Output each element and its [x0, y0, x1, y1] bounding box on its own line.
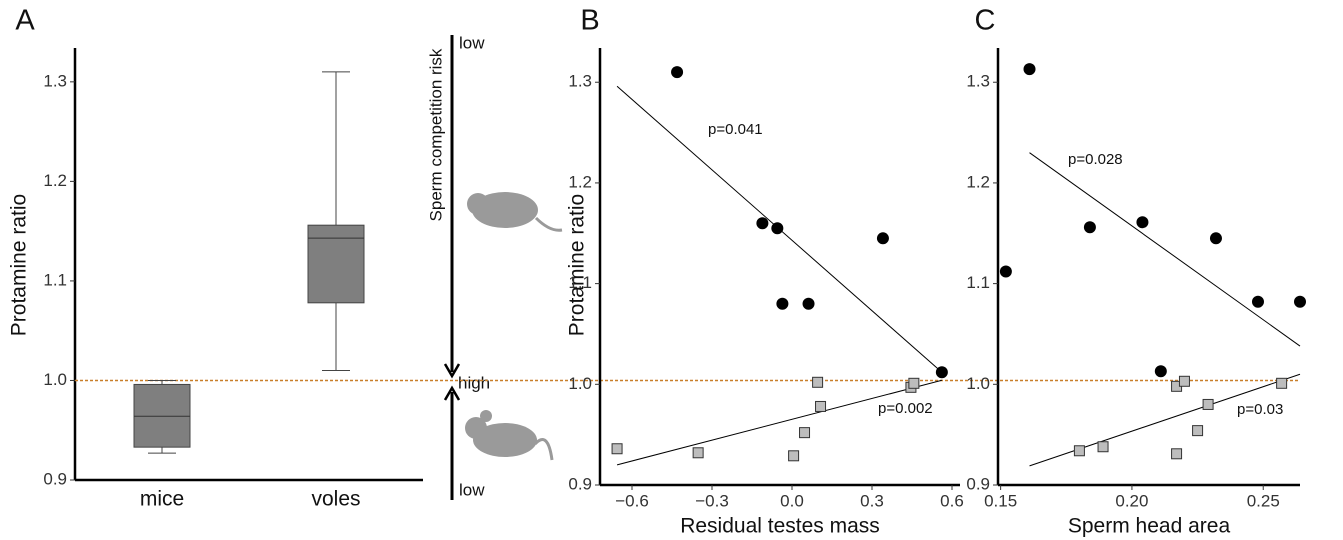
x-tick-label: 0.20 — [1115, 491, 1148, 510]
risk-bottom: low — [459, 480, 485, 499]
arrow-head — [443, 385, 461, 401]
y-axis-label: Protamine ratio — [8, 194, 31, 336]
point — [1209, 232, 1222, 245]
point — [1136, 216, 1149, 229]
fit-line — [616, 379, 942, 466]
point — [788, 450, 800, 462]
x-tick-label: 0.3 — [860, 491, 884, 510]
point — [1171, 448, 1183, 460]
point — [692, 447, 704, 459]
point — [611, 443, 623, 455]
y-tick-label: 1.3 — [43, 71, 67, 90]
risk-diagram: low high low Sperm competition risk — [426, 33, 563, 500]
x-tick-label: 0.25 — [1247, 491, 1280, 510]
x-tick-label: 0.0 — [780, 491, 804, 510]
x-tick-label: 0.15 — [984, 491, 1017, 510]
y-tick-label: 1.1 — [568, 273, 592, 292]
y-axis-label: Protamine ratio — [566, 194, 589, 336]
x-tick-label: voles — [311, 488, 360, 511]
x-tick-label: mice — [140, 488, 184, 511]
point — [1251, 295, 1264, 308]
point — [671, 66, 684, 79]
y-tick-label: 1.1 — [43, 270, 67, 289]
annotation: p=0.028 — [1068, 151, 1123, 168]
arrow-head — [443, 363, 461, 379]
y-tick-label: 1.0 — [568, 374, 592, 393]
point — [802, 297, 815, 310]
y-tick-label: 0.9 — [568, 474, 592, 493]
mouse-icon — [465, 410, 554, 461]
point — [876, 232, 889, 245]
point — [999, 265, 1012, 278]
point — [1202, 398, 1214, 410]
y-tick-label: 1.0 — [43, 370, 67, 389]
panel-label: A — [15, 5, 35, 37]
point — [1073, 445, 1085, 457]
panel-label: B — [580, 5, 599, 37]
y-tick-label: 1.1 — [966, 273, 990, 292]
point — [771, 222, 784, 235]
point — [1154, 365, 1167, 378]
point — [799, 427, 811, 439]
box — [307, 224, 365, 304]
risk-label: Sperm competition risk — [426, 48, 445, 221]
point — [908, 377, 920, 389]
y-tick-label: 1.0 — [966, 374, 990, 393]
point — [1178, 375, 1190, 387]
point — [815, 400, 827, 412]
y-tick-label: 1.2 — [43, 171, 67, 190]
annotation: p=0.03 — [1237, 401, 1283, 418]
point — [1276, 377, 1288, 389]
x-axis-label: Residual testes mass — [680, 515, 880, 538]
panel-label: C — [975, 5, 996, 37]
risk-middle: high — [458, 373, 490, 392]
point — [1192, 425, 1204, 437]
vole-icon — [467, 192, 563, 232]
point — [756, 217, 769, 230]
point — [1083, 221, 1096, 234]
point — [776, 297, 789, 310]
fit-line — [1029, 373, 1301, 467]
x-tick-label: −0.3 — [695, 491, 729, 510]
point — [1023, 63, 1036, 76]
x-tick-label: −0.6 — [615, 491, 649, 510]
y-tick-label: 0.9 — [43, 469, 67, 488]
y-tick-label: 0.9 — [966, 474, 990, 493]
y-tick-label: 1.2 — [568, 172, 592, 191]
risk-top: low — [459, 33, 485, 52]
annotation: p=0.002 — [878, 400, 933, 417]
x-axis-label: Sperm head area — [1068, 515, 1231, 538]
point — [1294, 295, 1306, 308]
x-tick-label: 0.6 — [940, 491, 964, 510]
point — [1097, 441, 1109, 453]
y-tick-label: 1.2 — [966, 172, 990, 191]
fit-line — [1029, 152, 1301, 347]
annotation: p=0.041 — [708, 121, 763, 138]
y-tick-label: 1.3 — [568, 72, 592, 91]
point — [812, 376, 824, 388]
point — [935, 366, 948, 379]
y-tick-label: 1.3 — [966, 72, 990, 91]
